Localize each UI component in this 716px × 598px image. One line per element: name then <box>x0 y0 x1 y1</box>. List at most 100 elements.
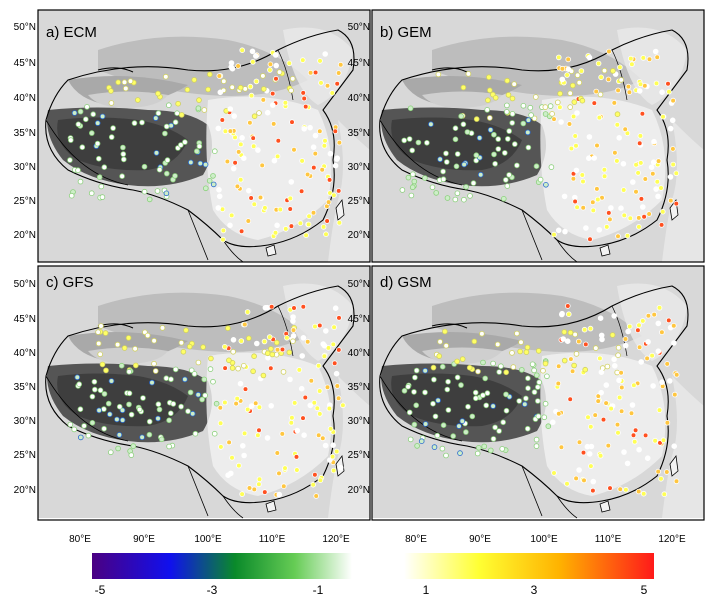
station-dot <box>155 401 162 408</box>
station-dot <box>664 420 671 426</box>
station-dot <box>264 435 271 441</box>
station-dot <box>298 385 305 392</box>
station-dot <box>250 135 257 141</box>
station-dot <box>293 454 300 460</box>
station-dot <box>238 338 245 344</box>
station-dot <box>192 430 199 437</box>
station-dot <box>250 368 256 375</box>
station-dot <box>629 179 636 185</box>
station-dot <box>564 72 570 78</box>
station-dot <box>649 352 655 359</box>
station-dot <box>215 125 222 132</box>
colorbar-ticks: -5 -3 -1 1 3 5 <box>95 583 648 597</box>
station-dot <box>413 367 420 374</box>
station-dot <box>224 158 231 165</box>
station-dot <box>116 403 123 410</box>
station-dot <box>180 349 187 355</box>
station-dot <box>545 423 552 430</box>
station-dot <box>541 414 548 421</box>
lat-label: 50°N <box>14 279 36 290</box>
station-dot <box>561 357 568 364</box>
station-dot <box>422 175 428 181</box>
station-dot <box>155 415 161 422</box>
station-dot <box>516 398 523 404</box>
station-dot <box>622 126 629 133</box>
station-dot <box>172 173 178 179</box>
station-dot <box>308 378 315 384</box>
station-dot <box>230 349 237 355</box>
lat-label: 20°N <box>14 485 36 496</box>
station-dot <box>520 103 527 109</box>
station-dot <box>270 102 276 108</box>
station-dot <box>605 442 612 449</box>
station-dot <box>333 370 340 377</box>
station-dot <box>630 432 637 439</box>
station-dot <box>244 406 251 413</box>
station-dot <box>131 120 138 126</box>
station-dot <box>571 362 577 369</box>
station-dot <box>229 84 236 91</box>
station-dot <box>435 71 442 78</box>
station-dot <box>510 364 517 370</box>
station-dot <box>654 178 661 185</box>
station-dot <box>319 435 326 442</box>
station-dot <box>436 353 442 359</box>
station-dot <box>612 363 618 369</box>
colorbar-tick: -3 <box>207 583 218 597</box>
station-dot <box>658 222 665 228</box>
station-dot <box>307 69 314 76</box>
station-dot <box>241 452 247 459</box>
station-dot <box>632 427 639 434</box>
station-dot <box>518 339 524 346</box>
station-dot <box>572 198 578 205</box>
station-dot <box>273 75 279 82</box>
station-dot <box>406 409 413 416</box>
station-dot <box>230 337 237 343</box>
station-dot <box>101 425 107 432</box>
station-dot <box>273 62 280 69</box>
station-dot <box>203 185 209 192</box>
station-dot <box>77 178 84 185</box>
station-dot <box>248 195 254 201</box>
station-dot <box>591 155 598 161</box>
station-dot <box>178 403 184 410</box>
station-dot <box>626 323 633 330</box>
station-dot <box>235 63 241 69</box>
station-dot <box>269 90 276 97</box>
station-dot <box>655 158 662 164</box>
station-dot <box>126 401 132 408</box>
station-dot <box>465 403 471 410</box>
station-dot <box>616 135 623 141</box>
station-dot <box>608 205 614 211</box>
station-dot <box>158 436 165 443</box>
station-dot <box>250 143 257 150</box>
station-dot <box>274 339 280 346</box>
station-dot <box>144 332 151 339</box>
station-dot <box>542 400 549 407</box>
station-dot <box>642 432 649 439</box>
station-dot <box>287 376 293 383</box>
station-dot <box>509 111 516 117</box>
station-dot <box>573 475 579 482</box>
panel-title-a: a) ECM <box>46 24 97 41</box>
station-dot <box>576 338 582 345</box>
station-dot <box>288 87 294 94</box>
station-dot <box>422 367 428 374</box>
station-dot <box>628 410 635 417</box>
station-dot <box>201 107 208 113</box>
station-dot <box>453 163 460 170</box>
station-dot <box>621 212 628 219</box>
station-dot <box>255 432 261 439</box>
station-dot <box>450 433 456 439</box>
lat-label: 40°N <box>348 348 370 359</box>
station-dot <box>235 365 241 372</box>
stations-c <box>67 303 346 499</box>
station-dot <box>280 369 287 375</box>
station-dot <box>222 344 228 350</box>
station-dot <box>504 109 510 115</box>
station-dot <box>565 66 572 72</box>
station-dot <box>207 71 213 78</box>
station-dot <box>616 394 623 401</box>
station-dot <box>623 486 629 493</box>
station-dot <box>598 74 604 81</box>
